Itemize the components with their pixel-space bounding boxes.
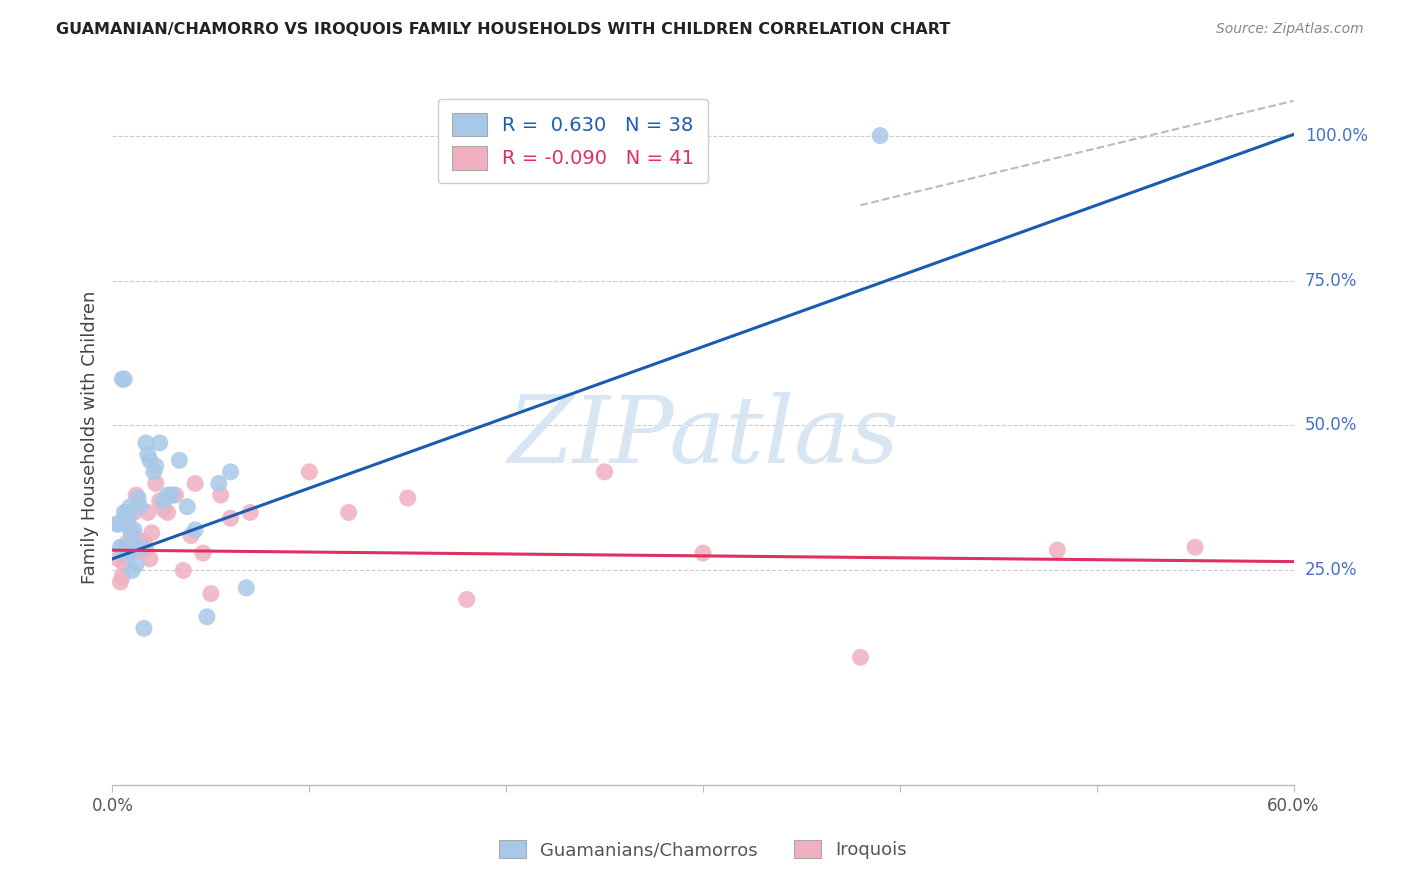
Point <box>141 525 163 540</box>
Point <box>200 587 222 601</box>
Text: Source: ZipAtlas.com: Source: ZipAtlas.com <box>1216 22 1364 37</box>
Point <box>142 465 165 479</box>
Point <box>169 453 191 467</box>
Point <box>184 476 207 491</box>
Point <box>456 592 478 607</box>
Point <box>110 541 132 555</box>
Point <box>149 435 172 450</box>
Point <box>136 448 159 462</box>
Point <box>122 523 145 537</box>
Point <box>107 551 129 566</box>
Point <box>152 494 174 508</box>
Point <box>593 465 616 479</box>
Point <box>122 505 145 519</box>
Point <box>115 516 138 531</box>
Point <box>1184 541 1206 555</box>
Point <box>152 502 174 516</box>
Point <box>117 546 139 560</box>
Point <box>117 534 139 549</box>
Point <box>132 621 155 635</box>
Point <box>135 435 157 450</box>
Point <box>180 528 202 542</box>
Point <box>131 541 153 555</box>
Point <box>105 516 128 531</box>
Point <box>156 488 179 502</box>
Text: 50.0%: 50.0% <box>1305 417 1357 434</box>
Point <box>111 541 134 555</box>
Point <box>145 476 167 491</box>
Point <box>107 516 129 531</box>
Point <box>120 500 142 514</box>
Point <box>110 574 132 589</box>
Point <box>209 488 232 502</box>
Point <box>165 488 187 502</box>
Point <box>156 505 179 519</box>
Text: GUAMANIAN/CHAMORRO VS IROQUOIS FAMILY HOUSEHOLDS WITH CHILDREN CORRELATION CHART: GUAMANIAN/CHAMORRO VS IROQUOIS FAMILY HO… <box>56 22 950 37</box>
Point <box>111 569 134 583</box>
Point <box>131 543 153 558</box>
Point <box>172 564 194 578</box>
Point <box>239 505 262 519</box>
Point <box>149 494 172 508</box>
Point <box>191 546 214 560</box>
Point <box>184 523 207 537</box>
Text: ZIPatlas: ZIPatlas <box>508 392 898 482</box>
Point <box>115 505 138 519</box>
Point <box>219 511 242 525</box>
Y-axis label: Family Households with Children: Family Households with Children <box>80 291 98 583</box>
Point <box>1046 543 1069 558</box>
Point <box>139 551 162 566</box>
Legend: Guamanians/Chamorros, Iroquois: Guamanians/Chamorros, Iroquois <box>492 832 914 866</box>
Point <box>111 372 134 386</box>
Point <box>396 491 419 505</box>
Point <box>219 465 242 479</box>
Point <box>125 558 148 572</box>
Point <box>120 546 142 560</box>
Point <box>112 372 135 386</box>
Point <box>337 505 360 519</box>
Point <box>869 128 891 143</box>
Point <box>849 650 872 665</box>
Point <box>208 476 231 491</box>
Point <box>132 534 155 549</box>
Point <box>129 534 152 549</box>
Point <box>176 500 198 514</box>
Point <box>135 543 157 558</box>
Point <box>136 505 159 519</box>
Point <box>125 488 148 502</box>
Point <box>195 610 218 624</box>
Point <box>160 488 183 502</box>
Point <box>139 453 162 467</box>
Text: 100.0%: 100.0% <box>1305 127 1368 145</box>
Point <box>117 511 139 525</box>
Point <box>112 505 135 519</box>
Point <box>127 491 149 505</box>
Point <box>121 564 143 578</box>
Point <box>112 558 135 572</box>
Point <box>160 488 183 502</box>
Point <box>692 546 714 560</box>
Point <box>235 581 257 595</box>
Point <box>127 541 149 555</box>
Point <box>121 525 143 540</box>
Text: 75.0%: 75.0% <box>1305 271 1357 290</box>
Point <box>120 523 142 537</box>
Point <box>129 500 152 514</box>
Point <box>121 534 143 549</box>
Text: 25.0%: 25.0% <box>1305 561 1357 580</box>
Point <box>115 546 138 560</box>
Point <box>145 458 167 473</box>
Point <box>298 465 321 479</box>
